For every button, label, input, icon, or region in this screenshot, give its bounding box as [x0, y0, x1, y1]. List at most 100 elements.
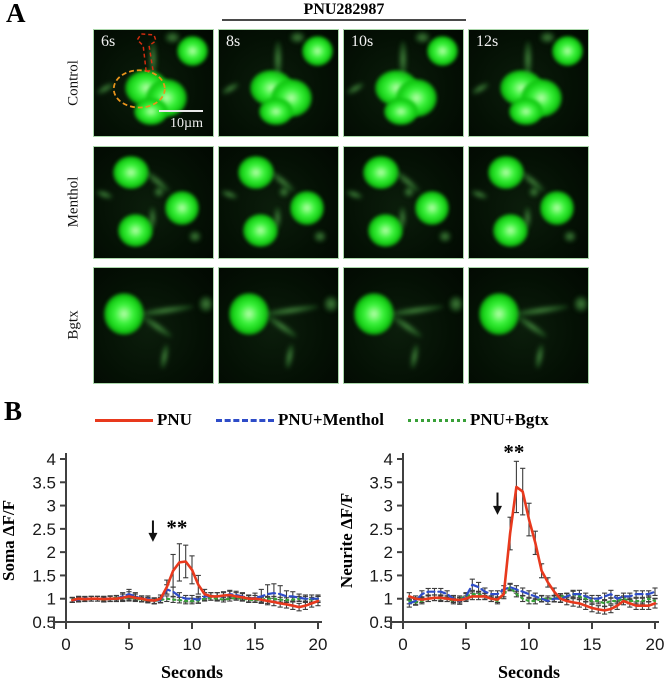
cell-soma-glow [492, 213, 529, 247]
x-axis-title: Seconds [161, 662, 223, 682]
significance-marker: ** [166, 515, 187, 539]
neurite-chart: 0.5 1 1.5 2 2.5 3 3.5 4 0 5 10 15 20 ** Neurite ΔF/F Se… [340, 440, 664, 682]
cell-soma-glow [488, 155, 524, 190]
cell-soma-glow [113, 155, 149, 190]
micrograph-tile-control-3: 10s [343, 29, 464, 137]
legend-item-pnu-bgtx: PNU+Bgtx [407, 410, 549, 430]
neurite-glow [273, 206, 281, 230]
pnu-menthol-line-sample [215, 418, 274, 422]
scale-bar-label: 10µm [170, 116, 203, 131]
neurite-glow [528, 186, 540, 197]
y-tick-label: 4 [47, 450, 56, 469]
neurite-glow [564, 231, 577, 243]
pnu-header-underline [222, 19, 466, 21]
neurite-glow [95, 188, 114, 201]
neurite-glow [345, 80, 366, 97]
stimulus-arrowhead [148, 532, 158, 542]
time-label: 8s [226, 33, 241, 50]
neurite-roi [136, 33, 157, 73]
roi-overlay [112, 33, 166, 109]
neurite-glow [314, 231, 327, 243]
cell-soma-glow [177, 36, 209, 67]
neurite-glow [523, 206, 531, 230]
neurite-glow [220, 80, 241, 97]
cell-soma-glow [367, 213, 404, 247]
cell-soma-glow [165, 191, 199, 225]
y-tick-label: 3.5 [369, 473, 393, 492]
cell-soma-glow [427, 36, 459, 67]
x-tick-label: 10 [520, 635, 539, 654]
y-tick-label: 1 [384, 590, 393, 609]
cell-soma-glow [415, 191, 449, 225]
y-axis-title: Neurite ΔF/F [340, 493, 356, 588]
x-tick-label: 0 [398, 635, 407, 654]
cell-soma-glow [302, 36, 334, 67]
cell-soma-glow [238, 155, 274, 190]
cell-soma-glow [242, 213, 279, 247]
legend-item-pnu: PNU [95, 410, 192, 430]
y-tick-label: 1.5 [32, 566, 56, 585]
neurite-glow [345, 188, 364, 201]
soma-roi [112, 69, 166, 109]
neurite-glow [398, 206, 406, 230]
neurite-glow [448, 295, 463, 312]
y-tick-label: 2 [384, 543, 393, 562]
time-label: 6s [101, 33, 116, 50]
micrograph-tile-bgtx-3 [343, 267, 464, 384]
cell-soma-glow [509, 97, 543, 126]
neurite-glow [189, 231, 202, 243]
neurite-glow [403, 186, 415, 197]
pnu-series-line [408, 485, 657, 612]
cell-soma-glow [290, 191, 324, 225]
x-tick-label: 10 [183, 635, 202, 654]
neurite-glow [415, 32, 430, 43]
x-tick-label: 15 [583, 635, 602, 654]
neurite-glow [165, 32, 180, 43]
legend-label-pnu-bgtx: PNU+Bgtx [469, 410, 549, 429]
panel-a-label: A [6, 0, 26, 28]
neurite-glow [470, 188, 489, 201]
panel-b-label: B [4, 396, 23, 426]
scale-bar [159, 110, 203, 112]
legend-item-pnu-menthol: PNU+Menthol [215, 410, 384, 430]
micrograph-tile-bgtx-1 [93, 267, 214, 384]
pnu-line-sample [95, 418, 153, 422]
pnu-series-line [71, 560, 320, 609]
y-tick-label: 3 [47, 497, 56, 516]
neurite-glow [158, 343, 170, 370]
x-tick-label: 20 [309, 635, 328, 654]
stimulus-arrowhead [493, 505, 502, 515]
neurite-glow [515, 313, 549, 340]
neurite-glow [390, 313, 424, 340]
micrograph-tile-menthol-2 [218, 146, 339, 259]
micrograph-tile-control-2: 8s [218, 29, 339, 137]
neurite-glow [140, 313, 174, 340]
micrograph-tile-bgtx-2 [218, 267, 339, 384]
y-tick-label: 4 [384, 450, 393, 469]
micrograph-tile-menthol-3 [343, 146, 464, 259]
neurite-glow [265, 313, 299, 340]
pnu-bgtx-line-sample [407, 418, 466, 422]
x-tick-label: 5 [461, 635, 470, 654]
cell-soma-glow [384, 97, 418, 126]
micrograph-tile-control-1: 6s 10µm [93, 29, 214, 137]
neurite-glow [398, 40, 408, 77]
cell-soma-glow [540, 191, 574, 225]
neurite-glow [408, 343, 420, 370]
y-tick-label: 3.5 [32, 473, 56, 492]
micrograph-tile-bgtx-4 [468, 267, 589, 384]
neurite-glow [148, 40, 158, 77]
pnu-menthol-series-line [408, 583, 657, 605]
y-tick-label: 1.5 [369, 566, 393, 585]
cell-soma-glow [552, 36, 584, 67]
y-tick-label: 3 [384, 497, 393, 516]
time-label: 12s [476, 33, 499, 50]
legend-label-pnu-menthol: PNU+Menthol [277, 410, 384, 429]
soma-chart: 0.5 1 1.5 2 2.5 3 3.5 4 0 5 10 15 20 ** Soma ΔF/F Secon… [0, 450, 328, 682]
y-axis-title: Soma ΔF/F [0, 500, 18, 581]
neurite-glow [573, 295, 588, 312]
cell-soma-glow [363, 155, 399, 190]
legend-label-pnu: PNU [157, 410, 192, 429]
cell-soma-glow [259, 97, 293, 126]
x-axis-title: Seconds [498, 662, 560, 682]
